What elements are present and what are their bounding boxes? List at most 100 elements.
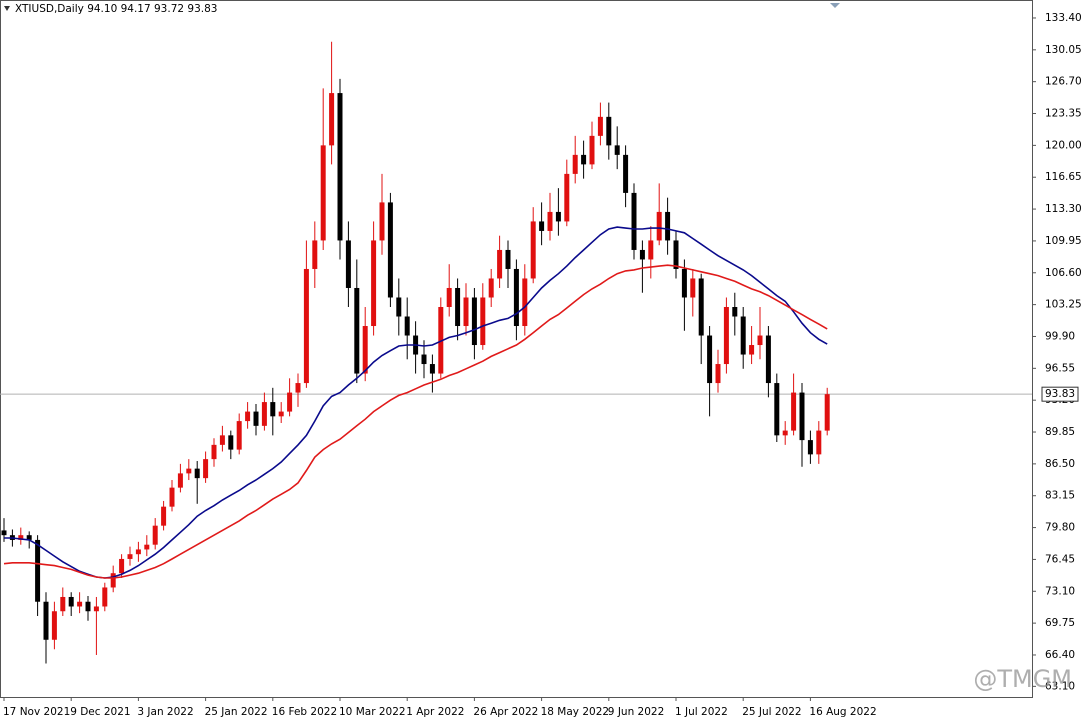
candle-body — [555, 211, 561, 222]
candle-body — [161, 506, 167, 526]
y-tick-label: 73.10 — [1045, 585, 1075, 597]
candle-body — [446, 287, 452, 307]
candle-body — [707, 335, 713, 384]
candle-body — [732, 306, 738, 317]
candle-body — [723, 306, 729, 365]
last-price-box — [1041, 386, 1079, 402]
y-tick-label: 113.30 — [1045, 203, 1082, 215]
candle-body — [93, 606, 99, 612]
y-tick-label: 63.10 — [1045, 680, 1075, 692]
candle-body — [68, 596, 74, 607]
x-tick-label: 17 Nov 2021 — [3, 706, 70, 718]
candle-body — [152, 525, 158, 545]
candle-body — [530, 221, 536, 279]
y-tick-label: 123.35 — [1045, 108, 1082, 120]
candle-body — [614, 145, 620, 155]
candle-body — [228, 435, 234, 450]
y-tick-label: 116.65 — [1045, 171, 1082, 183]
candle-body — [656, 211, 662, 241]
candle-body — [564, 173, 570, 222]
x-tick-label: 25 Jul 2022 — [742, 706, 801, 718]
y-tick-label: 79.80 — [1045, 522, 1075, 534]
candle-body — [203, 459, 209, 479]
candle-body — [371, 240, 377, 327]
candle-body — [673, 240, 679, 269]
x-tick-label: 26 Apr 2022 — [473, 706, 538, 718]
candle-body — [631, 192, 637, 250]
y-tick-label: 109.95 — [1045, 235, 1082, 247]
candle-body — [43, 601, 49, 640]
candle-body — [539, 221, 545, 231]
y-tick-label: 99.90 — [1045, 330, 1075, 342]
candle-body — [463, 297, 469, 327]
candle-body — [287, 392, 293, 412]
candle-body — [497, 249, 503, 279]
candle-body — [362, 326, 368, 374]
candle-body — [639, 249, 645, 260]
candle-body — [740, 316, 746, 355]
plot-frame — [0, 0, 1033, 698]
y-tick-label: 86.50 — [1045, 458, 1075, 470]
x-tick-label: 16 Aug 2022 — [809, 706, 876, 718]
candle-body — [51, 611, 57, 640]
candle-body — [807, 440, 813, 455]
y-tick-label: 66.40 — [1045, 649, 1075, 661]
y-tick-label: 69.75 — [1045, 617, 1075, 629]
candle-body — [774, 383, 780, 436]
candle-body — [606, 116, 612, 146]
candle-body — [320, 145, 326, 241]
candle-body — [312, 240, 318, 269]
candle-body — [690, 278, 696, 298]
candle-body — [665, 211, 671, 241]
x-tick-label: 9 Jun 2022 — [608, 706, 664, 718]
candle-body — [110, 573, 116, 588]
moving-average — [3, 264, 828, 579]
candle-body — [253, 411, 259, 426]
candle-body — [681, 268, 687, 298]
candle-body — [77, 601, 83, 607]
candle-body — [144, 544, 150, 550]
y-tick-label: 106.60 — [1045, 267, 1082, 279]
candle-body — [765, 335, 771, 384]
plot: 133.40 130.05 126.70 123.35 120.00 116.65 113.… — [0, 12, 1082, 718]
candle-body — [127, 554, 133, 559]
candle-body — [278, 411, 284, 417]
candle-body — [581, 154, 587, 165]
candle-body — [749, 345, 755, 355]
candle-body — [480, 297, 486, 346]
watermark: @TMGM — [973, 665, 1072, 693]
candle-body — [782, 430, 788, 436]
candle-body — [791, 392, 797, 431]
candle-body — [18, 535, 24, 540]
candle-body — [505, 249, 511, 269]
candle-body — [295, 383, 301, 393]
candle-body — [648, 240, 654, 260]
candle-body — [421, 354, 427, 365]
shift-marker[interactable] — [830, 3, 840, 8]
candle-body — [135, 549, 141, 555]
last-price-label: 93.83 — [1045, 388, 1075, 400]
moving-average — [4, 226, 828, 579]
candle-body — [177, 473, 183, 488]
chart-header: XTIUSD,Daily 94.10 94.17 93.72 93.83 — [15, 3, 217, 15]
candle-body — [329, 93, 335, 146]
candle-body — [429, 364, 435, 374]
candle-body — [816, 430, 822, 455]
candle-body — [211, 444, 217, 460]
candle-body — [60, 596, 66, 612]
candle-body — [26, 535, 32, 540]
candle-body — [547, 211, 553, 231]
menu-arrow[interactable] — [4, 6, 10, 11]
candle-body — [513, 268, 519, 327]
candle-body — [186, 468, 192, 474]
y-tick-label: 126.70 — [1045, 76, 1082, 88]
candle-body — [404, 316, 410, 336]
candle-body — [35, 539, 41, 602]
candle-body — [572, 154, 578, 174]
y-tick-label: 103.25 — [1045, 299, 1082, 311]
candle-body — [522, 278, 528, 327]
candle-body — [219, 435, 225, 445]
candle-body — [488, 278, 494, 298]
x-tick-label: 16 Feb 2022 — [272, 706, 337, 718]
